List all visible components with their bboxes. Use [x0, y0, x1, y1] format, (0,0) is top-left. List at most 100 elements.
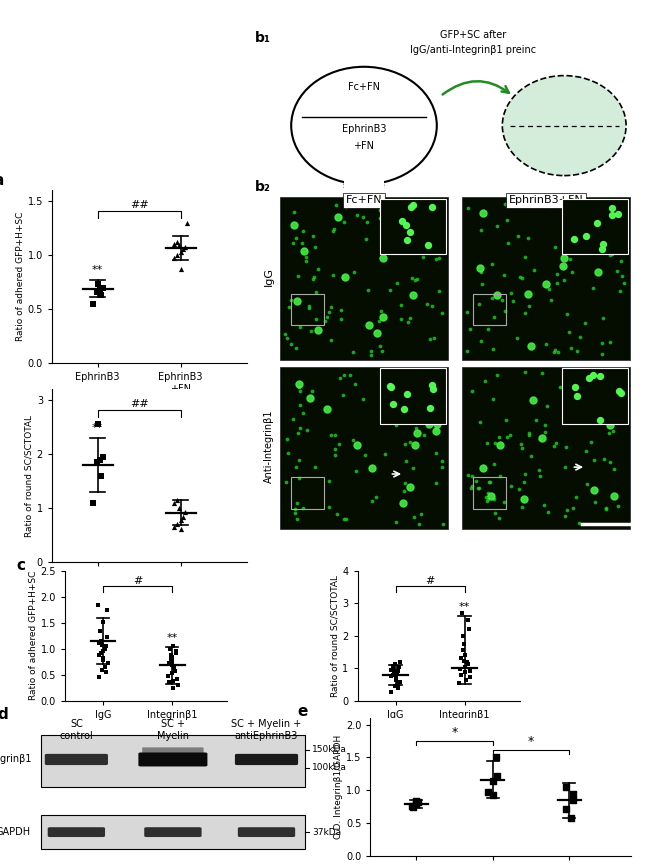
- Point: [553, 345, 564, 359]
- Point: [524, 299, 534, 313]
- Point: [604, 426, 614, 440]
- Point: [96, 288, 106, 302]
- Point: [301, 250, 311, 264]
- Point: [378, 251, 389, 265]
- Point: [582, 477, 592, 491]
- Point: [339, 215, 349, 229]
- Point: [333, 437, 344, 451]
- Point: [172, 672, 183, 686]
- FancyBboxPatch shape: [45, 754, 108, 765]
- Point: [163, 657, 174, 670]
- Point: [601, 501, 611, 515]
- Point: [388, 378, 398, 392]
- Point: [497, 293, 507, 307]
- Point: [520, 365, 530, 379]
- Point: [95, 283, 105, 297]
- Point: [324, 501, 334, 515]
- Point: [374, 314, 384, 328]
- Point: [499, 495, 510, 509]
- Point: [375, 211, 385, 225]
- Point: [523, 232, 533, 246]
- Point: [378, 311, 389, 324]
- Point: [290, 502, 300, 516]
- Point: [370, 490, 381, 503]
- Point: [416, 508, 426, 522]
- Point: [519, 476, 530, 490]
- Point: [352, 208, 362, 222]
- Bar: [380, 199, 446, 254]
- Point: [523, 426, 534, 440]
- Point: [387, 368, 397, 381]
- Point: [609, 463, 619, 477]
- Point: [562, 503, 573, 517]
- Point: [572, 240, 582, 253]
- Point: [95, 624, 105, 638]
- Point: [607, 247, 618, 260]
- Text: *: *: [452, 726, 458, 739]
- Point: [174, 239, 184, 253]
- Point: [289, 218, 299, 232]
- Point: [494, 511, 504, 525]
- Point: [167, 654, 177, 668]
- Point: [399, 484, 410, 498]
- Point: [455, 662, 465, 676]
- Point: [618, 365, 628, 379]
- Point: [358, 210, 369, 224]
- Point: [344, 368, 355, 381]
- Point: [465, 670, 476, 684]
- Point: [529, 263, 539, 277]
- Point: [603, 240, 613, 254]
- Point: [534, 432, 545, 446]
- Point: [477, 277, 488, 291]
- Point: [488, 788, 498, 802]
- Point: [488, 392, 498, 406]
- Point: [606, 396, 616, 410]
- Point: [541, 399, 552, 413]
- Y-axis label: O.D. Integrinβ1/GAPDH: O.D. Integrinβ1/GAPDH: [334, 735, 343, 839]
- Point: [437, 517, 448, 531]
- Point: [534, 464, 545, 477]
- Text: c: c: [16, 558, 25, 573]
- Point: [297, 236, 307, 250]
- Point: [489, 311, 499, 324]
- Point: [411, 421, 421, 435]
- Point: [100, 660, 110, 674]
- Point: [616, 254, 626, 268]
- Point: [478, 206, 489, 220]
- Point: [612, 264, 622, 278]
- Point: [499, 268, 509, 282]
- Point: [412, 231, 423, 245]
- Point: [403, 381, 413, 394]
- Text: SC + Myelin +
antiEphrinB3: SC + Myelin + antiEphrinB3: [231, 720, 302, 741]
- Point: [396, 369, 407, 383]
- Point: [495, 469, 505, 483]
- Point: [367, 494, 377, 508]
- Point: [291, 231, 301, 245]
- Point: [458, 644, 468, 657]
- Point: [431, 425, 441, 439]
- Point: [171, 646, 181, 660]
- Point: [426, 379, 437, 393]
- Point: [332, 507, 342, 521]
- Point: [491, 751, 501, 765]
- Point: [550, 343, 560, 357]
- Point: [463, 201, 474, 215]
- Point: [380, 447, 390, 461]
- Point: [286, 293, 296, 307]
- Circle shape: [502, 75, 626, 176]
- Point: [589, 452, 599, 466]
- Point: [471, 474, 481, 488]
- Text: e: e: [298, 704, 308, 719]
- Point: [88, 496, 98, 509]
- Text: EphrinB3+FN: EphrinB3+FN: [508, 182, 584, 192]
- Text: *: *: [528, 734, 534, 747]
- Point: [608, 489, 619, 503]
- Point: [335, 371, 345, 385]
- Point: [597, 237, 608, 251]
- Point: [93, 598, 103, 612]
- Point: [463, 623, 474, 637]
- Point: [474, 261, 485, 275]
- Point: [537, 366, 547, 380]
- Point: [467, 469, 477, 483]
- Point: [98, 644, 109, 658]
